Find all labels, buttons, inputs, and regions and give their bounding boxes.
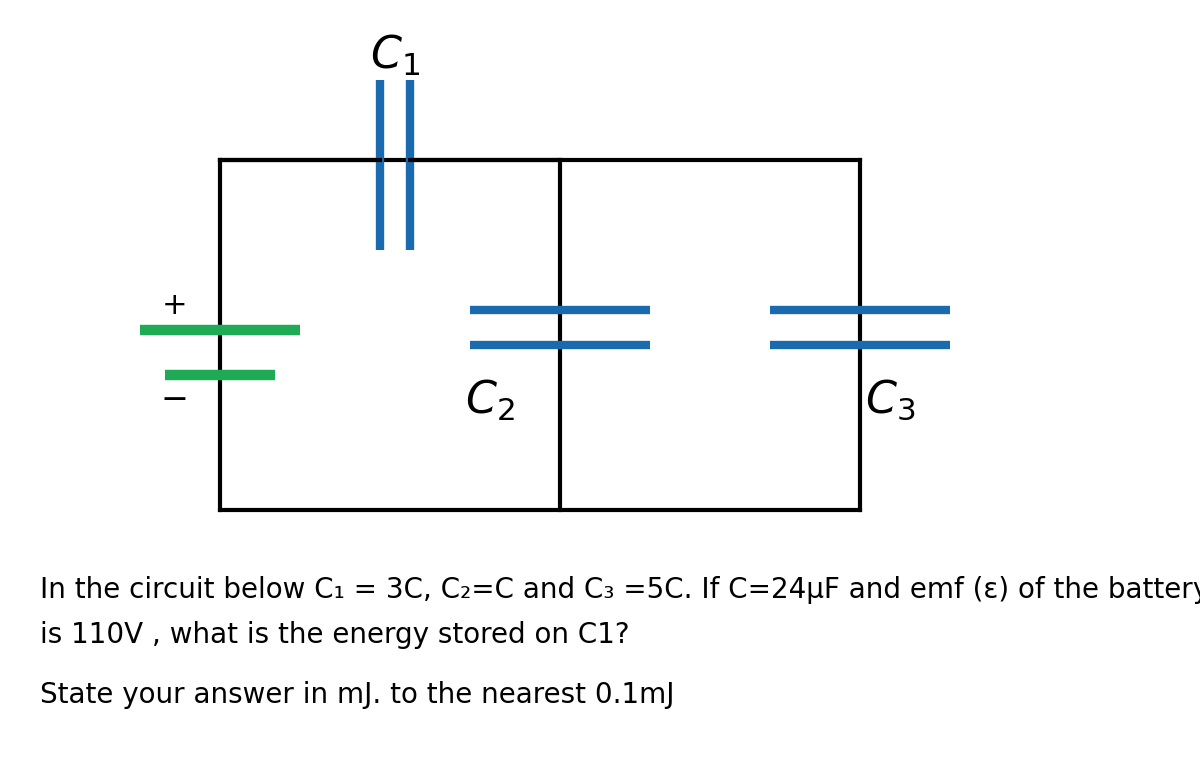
Text: In the circuit below C₁ = 3C, C₂=C and C₃ =5C. If C=24μF and emf (ε) of the batt: In the circuit below C₁ = 3C, C₂=C and C… <box>40 576 1200 604</box>
Text: State your answer in mJ. to the nearest 0.1mJ: State your answer in mJ. to the nearest … <box>40 681 674 709</box>
Text: +: + <box>162 290 188 320</box>
Text: $\mathit{C}_1$: $\mathit{C}_1$ <box>370 32 420 77</box>
Text: $\mathit{C}_2$: $\mathit{C}_2$ <box>466 378 515 422</box>
Text: −: − <box>161 383 190 417</box>
Text: is 110V , what is the energy stored on C1?: is 110V , what is the energy stored on C… <box>40 621 630 649</box>
Text: $\mathit{C}_3$: $\mathit{C}_3$ <box>865 378 916 422</box>
